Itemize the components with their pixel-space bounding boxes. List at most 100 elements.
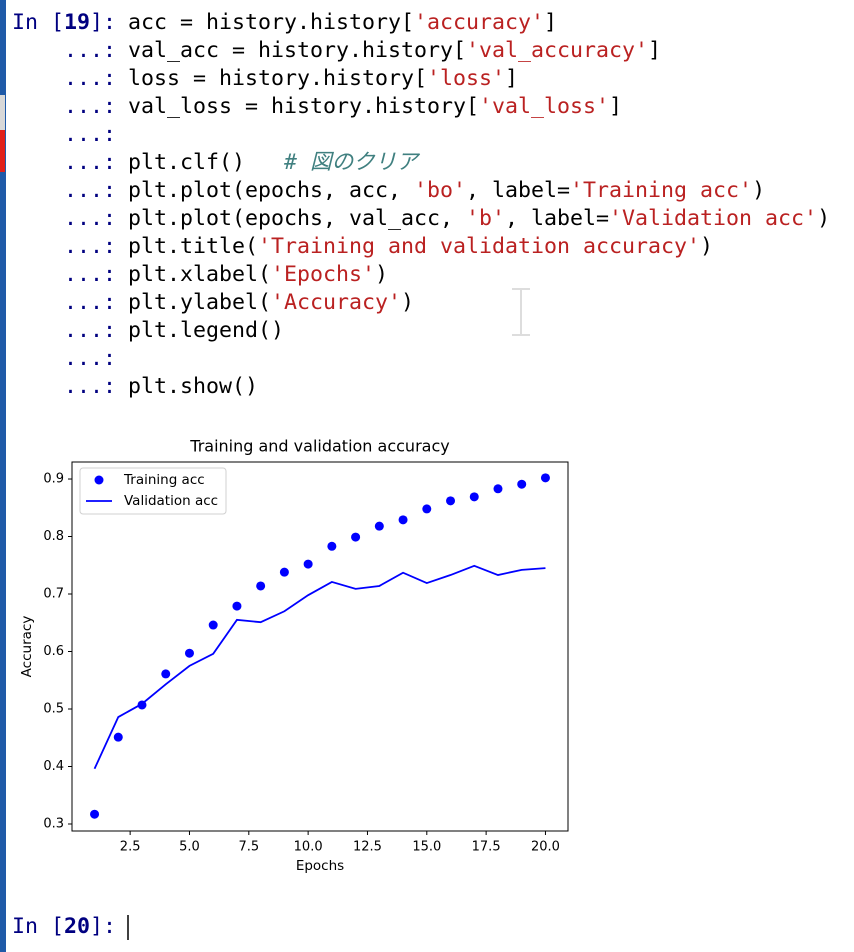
code-line: plt.legend(): [128, 318, 284, 343]
text-span: 'Accuracy': [271, 290, 401, 315]
code-line: plt.title('Training and validation accur…: [128, 234, 713, 259]
continuation-prompt: ...:: [64, 290, 116, 315]
prompt: In [19]:: [12, 10, 116, 35]
data-point: [256, 581, 266, 591]
continuation-prompt: ...:: [64, 318, 116, 343]
data-point: [446, 496, 456, 506]
y-tick-label: 0.3: [43, 816, 64, 831]
mouse-cursor: [512, 288, 530, 336]
continuation-prompt: ...:: [64, 262, 116, 287]
text-span: plt.legend(): [128, 318, 284, 343]
continuation-prompt: ...:: [64, 178, 116, 203]
y-tick-label: 0.5: [43, 701, 64, 716]
data-point: [517, 479, 527, 489]
window-edge-part: [0, 95, 5, 130]
text-span: 'Validation acc': [609, 206, 817, 231]
text-span: ): [817, 206, 830, 231]
y-tick-label: 0.7: [43, 587, 64, 602]
text-span: ]: [648, 38, 661, 63]
text-span: 'val_loss': [479, 94, 609, 119]
text-span: 'val_accuracy': [466, 38, 648, 63]
text-span: 'bo': [414, 178, 466, 203]
x-tick-label: 10.0: [294, 840, 323, 855]
data-point: [184, 648, 194, 658]
text-span: ): [752, 178, 765, 203]
data-point: [493, 484, 503, 494]
text-span: 20: [64, 914, 90, 939]
code-line: plt.plot(epochs, val_acc, 'b', label='Va…: [128, 206, 830, 231]
continuation-prompt: ...:: [64, 150, 116, 175]
text-span: ): [375, 262, 388, 287]
continuation-prompt: ...:: [64, 206, 116, 231]
text-span: val_acc = history.history[: [128, 38, 466, 63]
x-tick-label: 20.0: [531, 840, 560, 855]
data-point: [232, 601, 242, 611]
text-span: 19: [64, 10, 90, 35]
text-span: plt.show(): [128, 374, 258, 399]
data-point: [208, 620, 218, 630]
continuation-prompt: ...:: [64, 374, 116, 399]
text-span: ]: [505, 66, 518, 91]
continuation-prompt: ...:: [64, 66, 116, 91]
code-line: plt.ylabel('Accuracy'): [128, 290, 414, 315]
code-line: plt.xlabel('Epochs'): [128, 262, 388, 287]
text-span: val_loss = history.history[: [128, 94, 479, 119]
y-tick-label: 0.9: [43, 472, 64, 487]
text-span: ): [700, 234, 713, 259]
y-axis-label: Accuracy: [19, 616, 35, 678]
y-tick-label: 0.6: [43, 644, 64, 659]
x-tick-label: 7.5: [238, 840, 259, 855]
chart-title: Training and validation accuracy: [189, 437, 449, 456]
text-span: ]:: [90, 10, 116, 35]
text-span: acc = history.history[: [128, 10, 414, 35]
continuation-prompt: ...:: [64, 122, 116, 147]
text-span: plt.xlabel(: [128, 262, 271, 287]
code-line: val_acc = history.history['val_accuracy'…: [128, 38, 661, 63]
text-span: , label=: [466, 178, 570, 203]
text-span: ]: [544, 10, 557, 35]
text-span: loss = history.history[: [128, 66, 427, 91]
window-edge-part: [0, 130, 5, 172]
data-point: [398, 515, 408, 525]
text-span: 'Training acc': [570, 178, 752, 203]
data-point: [279, 567, 289, 577]
data-point: [161, 669, 171, 679]
continuation-prompt: ...:: [64, 234, 116, 259]
window-edge: [0, 0, 6, 952]
y-tick-label: 0.8: [43, 529, 64, 544]
plot-frame: [71, 461, 569, 832]
data-point: [90, 809, 100, 819]
legend-label: Training acc: [123, 472, 205, 488]
data-point: [327, 541, 337, 551]
x-axis-label: Epochs: [296, 858, 344, 874]
code-line: plt.plot(epochs, acc, 'bo', label='Train…: [128, 178, 765, 203]
code-line: loss = history.history['loss']: [128, 66, 518, 91]
data-point: [113, 732, 123, 742]
text-span: plt.plot(epochs, val_acc,: [128, 206, 466, 231]
data-point: [422, 504, 432, 514]
text-span: plt.plot(epochs, acc,: [128, 178, 414, 203]
text-span: ]:: [90, 914, 116, 939]
x-tick-label: 2.5: [120, 840, 141, 855]
code-line: acc = history.history['accuracy']: [128, 10, 557, 35]
text-span: ): [401, 290, 414, 315]
data-line: [93, 564, 546, 770]
text-span: 'Training and validation accuracy': [258, 234, 700, 259]
code-line: plt.show(): [128, 374, 258, 399]
text-span: , label=: [505, 206, 609, 231]
text-span: 'accuracy': [414, 10, 544, 35]
x-tick-label: 17.5: [472, 840, 501, 855]
text-span: In [: [12, 10, 64, 35]
text-span: # 図のクリア: [283, 150, 420, 175]
continuation-prompt: ...:: [64, 346, 116, 371]
text-span: In [: [12, 914, 64, 939]
data-point: [540, 473, 550, 483]
text-span: 'Epochs': [271, 262, 375, 287]
prompt: In [20]:: [12, 914, 116, 939]
text-span: plt.title(: [128, 234, 258, 259]
text-span: 'b': [466, 206, 505, 231]
x-tick-label: 12.5: [353, 840, 382, 855]
legend-marker: [94, 475, 104, 485]
text-span: plt.clf(): [128, 150, 284, 175]
